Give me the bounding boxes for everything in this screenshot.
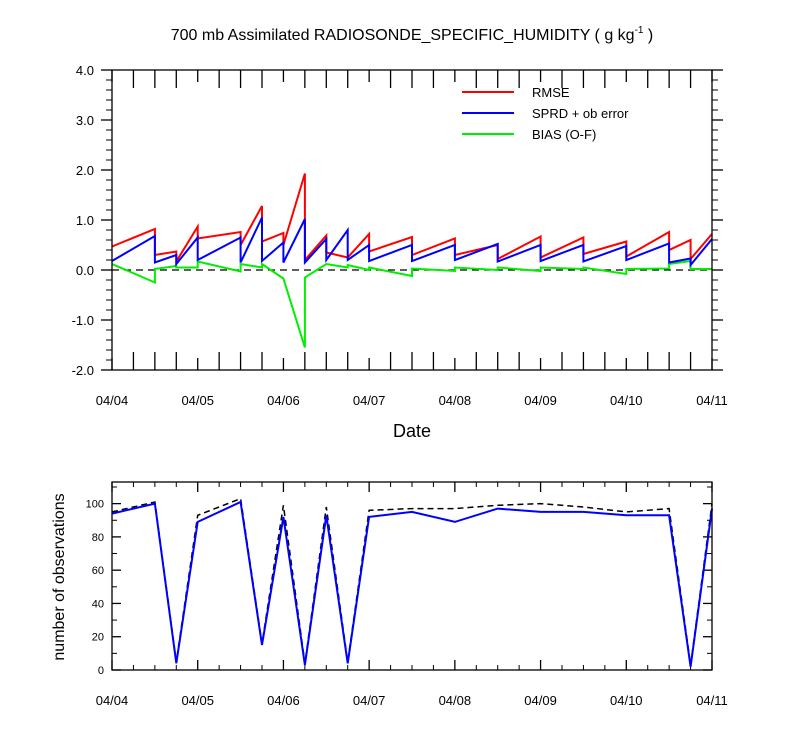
top-x-tick-label: 04/05 (181, 393, 214, 408)
series-bias-o-f- (111, 259, 712, 348)
top-y-tick-label: 3.0 (76, 113, 94, 128)
top-y-tick-label: -1.0 (72, 313, 94, 328)
bottom-plot-frame (111, 481, 713, 671)
top-x-tick-label: 04/04 (96, 393, 129, 408)
top-series (111, 173, 713, 348)
series-possible-observations (111, 497, 713, 666)
bottom-x-tick-label: 04/08 (439, 693, 472, 708)
top-y-tick-label: 4.0 (76, 63, 94, 78)
bottom-plot: 04/04 04/05 04/06 04/07 04/08 04/09 04/10 04/11… (86, 481, 728, 708)
top-y-tick-label: -2.0 (72, 363, 94, 378)
top-x-tick-label: 04/09 (524, 393, 557, 408)
top-x-tick-label: 04/08 (439, 393, 472, 408)
bottom-y-tick-label: 100 (86, 499, 104, 511)
top-x-tick-label: 04/06 (267, 393, 300, 408)
bottom-x-tick-label: 04/06 (267, 693, 300, 708)
legend-label: RMSE (532, 85, 570, 100)
bottom-y-tick-label: 20 (92, 632, 104, 644)
chart-title-tail: ) (643, 27, 653, 44)
top-y-tick-label: 1.0 (76, 213, 94, 228)
bottom-y-tick-label: 0 (98, 665, 104, 677)
bottom-series (111, 497, 713, 667)
top-plot-frame (111, 69, 713, 371)
top-x-tick-label: 04/10 (610, 393, 643, 408)
top-x-tick-label: 04/07 (353, 393, 386, 408)
top-x-tick-label: 04/11 (696, 393, 728, 408)
bottom-y-tick-label: 40 (92, 598, 104, 610)
bottom-axis-ticks (111, 482, 713, 671)
top-axis-ticks (101, 69, 723, 371)
series-line (111, 259, 712, 348)
series-assimilated-observations (111, 500, 713, 667)
top-y-tick-label: 0.0 (76, 263, 94, 278)
chart-title-main: 700 mb Assimilated RADIOSONDE_SPECIFIC_H… (171, 27, 635, 44)
bottom-x-tick-label: 04/07 (353, 693, 386, 708)
chart-title-superscript: -1 (635, 25, 644, 36)
chart-title: 700 mb Assimilated RADIOSONDE_SPECIFIC_H… (171, 25, 654, 44)
bottom-y-axis-label: number of observations (51, 493, 68, 660)
top-y-tick-label: 2.0 (76, 163, 94, 178)
top-legend: RMSE SPRD + ob error BIAS (O-F) (462, 85, 629, 142)
bottom-x-tick-label: 04/11 (696, 693, 728, 708)
series-sprd-ob-error (111, 217, 713, 268)
series-line (111, 217, 713, 268)
bottom-y-tick-label: 80 (92, 532, 104, 544)
legend-label: SPRD + ob error (532, 106, 629, 121)
bottom-x-tick-label: 04/09 (524, 693, 557, 708)
bottom-x-tick-label: 04/04 (96, 693, 129, 708)
top-x-axis-label: Date (393, 421, 431, 441)
bottom-x-tick-label: 04/10 (610, 693, 643, 708)
bottom-x-tick-label: 04/05 (181, 693, 214, 708)
top-tick-labels: 04/04 04/05 04/06 04/07 04/08 04/09 04/10 04/11… (72, 63, 728, 408)
bottom-tick-labels: 04/04 04/05 04/06 04/07 04/08 04/09 04/10 04/11… (86, 499, 728, 708)
legend-label: BIAS (O-F) (532, 127, 596, 142)
top-plot: 04/04 04/05 04/06 04/07 04/08 04/09 04/10 04/11… (72, 63, 728, 408)
bottom-y-tick-label: 60 (92, 565, 104, 577)
